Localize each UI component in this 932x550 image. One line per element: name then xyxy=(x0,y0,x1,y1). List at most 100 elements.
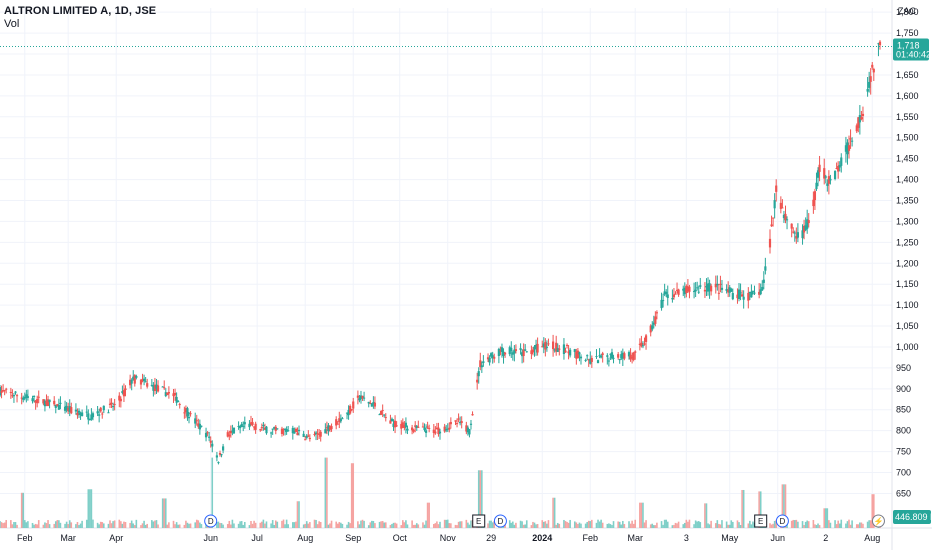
candle-body[interactable] xyxy=(612,357,615,359)
last-price-tag[interactable] xyxy=(893,38,929,61)
candle-body[interactable] xyxy=(283,428,287,430)
candle-body[interactable] xyxy=(412,429,415,432)
candle-body[interactable] xyxy=(280,428,284,434)
candle-body[interactable] xyxy=(302,433,305,438)
candle-body[interactable] xyxy=(345,412,349,414)
candle-body[interactable] xyxy=(815,182,818,190)
candle-body[interactable] xyxy=(76,412,79,416)
candle-body[interactable] xyxy=(629,354,632,360)
candle-body[interactable] xyxy=(587,359,590,361)
candle-body[interactable] xyxy=(133,375,136,384)
candle-body[interactable] xyxy=(813,191,817,201)
candle-body[interactable] xyxy=(530,350,533,355)
candle-body[interactable] xyxy=(239,426,242,429)
candle-body[interactable] xyxy=(15,395,19,397)
candle-body[interactable] xyxy=(558,348,561,350)
candle-body[interactable] xyxy=(606,355,609,357)
candle-body[interactable] xyxy=(634,351,637,353)
candle-body[interactable] xyxy=(578,352,581,355)
candle-body[interactable] xyxy=(750,291,753,298)
candle-body[interactable] xyxy=(57,404,60,410)
candle-body[interactable] xyxy=(768,238,772,248)
candle-body[interactable] xyxy=(457,418,460,420)
candle-body[interactable] xyxy=(297,429,301,432)
candle-body[interactable] xyxy=(562,344,566,355)
candle-body[interactable] xyxy=(513,349,516,354)
candle-body[interactable] xyxy=(291,427,294,434)
candle-body[interactable] xyxy=(665,291,668,295)
candle-body[interactable] xyxy=(96,411,99,414)
candle-body[interactable] xyxy=(54,404,57,408)
candle-body[interactable] xyxy=(56,404,59,406)
candle-body[interactable] xyxy=(11,395,14,397)
candle-body[interactable] xyxy=(252,426,256,428)
candle-body[interactable] xyxy=(142,378,146,381)
candle-body[interactable] xyxy=(259,429,262,431)
dividend-marker[interactable] xyxy=(493,514,507,528)
candle-body[interactable] xyxy=(871,64,874,68)
candle-body[interactable] xyxy=(802,225,806,233)
candle-body[interactable] xyxy=(719,283,722,285)
candle-body[interactable] xyxy=(448,427,451,430)
candle-body[interactable] xyxy=(806,219,809,229)
candle-body[interactable] xyxy=(644,335,648,342)
candle-body[interactable] xyxy=(652,322,655,325)
candle-body[interactable] xyxy=(1,390,5,392)
candle-body[interactable] xyxy=(837,165,840,172)
candle-body[interactable] xyxy=(434,431,437,434)
candle-body[interactable] xyxy=(79,412,82,416)
candle-body[interactable] xyxy=(511,352,514,355)
candle-body[interactable] xyxy=(274,426,277,431)
candle-body[interactable] xyxy=(248,423,251,428)
candle-body[interactable] xyxy=(849,138,852,140)
candle-body[interactable] xyxy=(632,352,635,360)
candle-body[interactable] xyxy=(522,349,525,356)
candle-body[interactable] xyxy=(565,344,569,346)
candle-body[interactable] xyxy=(350,409,353,411)
candle-body[interactable] xyxy=(686,286,689,291)
candle-body[interactable] xyxy=(857,117,860,128)
candle-body[interactable] xyxy=(316,433,319,435)
candle-body[interactable] xyxy=(445,429,448,431)
candle-body[interactable] xyxy=(108,403,112,406)
candle-body[interactable] xyxy=(741,294,744,297)
candle-body[interactable] xyxy=(855,125,858,132)
candle-body[interactable] xyxy=(455,423,459,425)
candle-body[interactable] xyxy=(649,325,652,333)
candle-body[interactable] xyxy=(414,425,417,427)
candle-body[interactable] xyxy=(696,287,699,289)
candle-body[interactable] xyxy=(620,354,623,359)
candle-body[interactable] xyxy=(731,293,734,300)
candle-body[interactable] xyxy=(706,283,710,292)
candle-body[interactable] xyxy=(293,430,296,434)
candle-body[interactable] xyxy=(753,292,756,294)
candle-body[interactable] xyxy=(573,349,576,353)
candle-body[interactable] xyxy=(129,379,132,386)
candle-body[interactable] xyxy=(584,359,587,361)
candle-body[interactable] xyxy=(88,419,91,421)
candle-body[interactable] xyxy=(541,346,544,348)
candle-body[interactable] xyxy=(638,343,641,345)
candle-body[interactable] xyxy=(751,291,755,293)
candle-body[interactable] xyxy=(460,421,463,424)
candle-body[interactable] xyxy=(824,176,827,178)
candle-body[interactable] xyxy=(829,178,832,181)
candle-body[interactable] xyxy=(231,430,234,432)
candle-body[interactable] xyxy=(260,427,263,429)
candle-body[interactable] xyxy=(781,207,784,209)
candle-body[interactable] xyxy=(209,440,212,443)
candle-body[interactable] xyxy=(493,356,496,359)
candle-body[interactable] xyxy=(502,351,505,356)
candle-body[interactable] xyxy=(482,361,485,364)
candle-body[interactable] xyxy=(640,342,643,347)
candle-body[interactable] xyxy=(262,424,265,426)
candle-body[interactable] xyxy=(575,351,578,359)
candle-body[interactable] xyxy=(356,395,359,398)
candle-body[interactable] xyxy=(130,379,133,384)
candle-body[interactable] xyxy=(423,427,426,430)
candle-body[interactable] xyxy=(784,213,787,221)
candle-body[interactable] xyxy=(742,296,745,300)
candle-body[interactable] xyxy=(314,432,318,435)
candle-body[interactable] xyxy=(761,287,764,291)
candle-body[interactable] xyxy=(23,396,26,399)
